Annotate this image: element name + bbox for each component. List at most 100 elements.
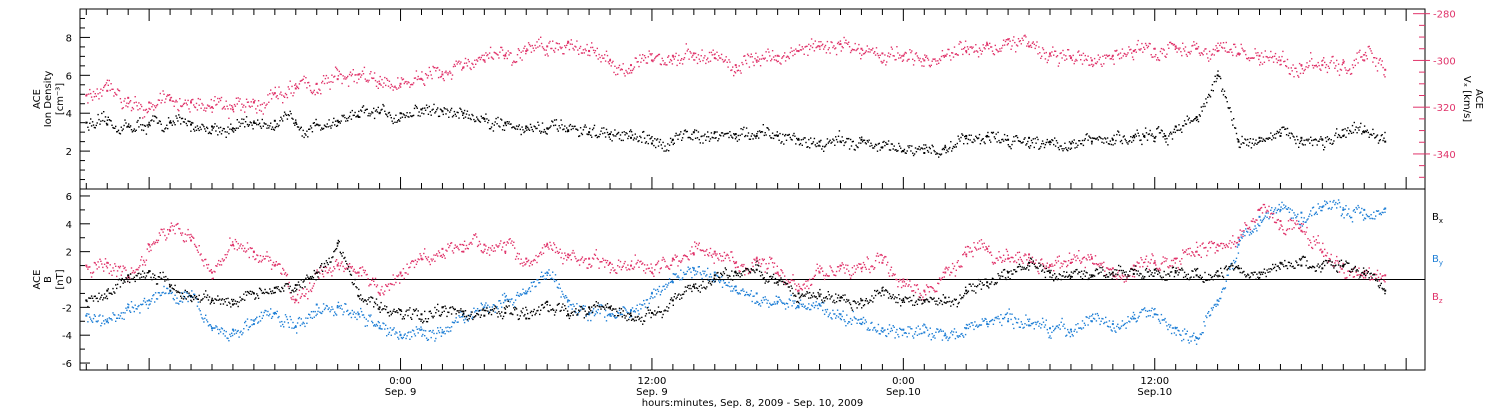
- velocity-vx-series-point: [648, 50, 650, 52]
- velocity-vx-series-point: [345, 78, 347, 80]
- velocity-vx-series-point: [582, 49, 585, 51]
- by-series-point: [1060, 321, 1062, 323]
- velocity-vx-series-point: [1245, 53, 1247, 56]
- by-series-point: [1337, 199, 1340, 201]
- ion-density-series-point: [1047, 141, 1049, 143]
- by-series-point: [376, 325, 379, 327]
- ion-density-series-point: [1122, 136, 1124, 138]
- velocity-vx-series-point: [1151, 56, 1153, 58]
- ion-density-series-point: [370, 113, 372, 115]
- velocity-vx-series-point: [190, 100, 192, 102]
- ion-density-series-point: [823, 150, 825, 152]
- ion-density-series-point: [775, 134, 777, 136]
- velocity-vx-series-point: [1159, 50, 1162, 53]
- ion-density-series-point: [444, 108, 446, 110]
- velocity-vx-series-point: [499, 51, 501, 53]
- velocity-vx-series-point: [166, 95, 168, 98]
- ion-density-series-point: [1163, 133, 1165, 135]
- by-series-point: [765, 298, 767, 301]
- velocity-vx-series-point: [850, 50, 853, 52]
- velocity-vx-series-point: [309, 89, 312, 92]
- ion-density-series-point: [772, 137, 775, 140]
- velocity-vx-series-point: [1031, 42, 1034, 44]
- velocity-vx-series-point: [497, 54, 499, 56]
- ion-density-series-point: [304, 133, 306, 135]
- by-series-point: [742, 288, 744, 290]
- by-series-point: [629, 316, 631, 318]
- velocity-vx-series-point: [841, 45, 843, 48]
- by-series-point: [1051, 331, 1053, 333]
- by-series-point: [1152, 316, 1154, 318]
- by-series-point: [1059, 328, 1061, 330]
- bz-series-point: [248, 256, 250, 259]
- ion-density-series-point: [795, 143, 797, 145]
- ion-density-series-point: [859, 137, 861, 139]
- ion-density-series-point: [916, 148, 919, 150]
- velocity-vx-series-point: [438, 69, 441, 71]
- velocity-vx-series-point: [310, 91, 313, 93]
- by-series-point: [196, 305, 199, 307]
- velocity-vx-series-point: [284, 92, 287, 95]
- velocity-vx-series-point: [906, 60, 908, 62]
- by-series-point: [129, 311, 132, 313]
- velocity-vx-series-point: [1195, 48, 1197, 50]
- by-series-point: [1022, 327, 1024, 329]
- by-series-point: [151, 298, 153, 300]
- velocity-vx-series-point: [1174, 45, 1177, 48]
- by-series-point: [1285, 208, 1288, 210]
- ion-density-series-point: [665, 150, 667, 152]
- by-series-point: [1116, 325, 1118, 328]
- by-series-point: [581, 306, 584, 309]
- velocity-vx-series-point: [195, 102, 198, 105]
- bz-series-point: [313, 282, 315, 285]
- ion-density-series-point: [199, 126, 201, 128]
- bz-series-point: [177, 222, 179, 225]
- by-series-point: [298, 316, 301, 319]
- velocity-vx-series-point: [234, 105, 237, 107]
- ion-density-series-point: [847, 138, 849, 140]
- by-series-point: [1144, 307, 1146, 309]
- by-series-point: [794, 300, 796, 302]
- by-series-point: [345, 303, 347, 305]
- by-series-point: [1132, 317, 1135, 320]
- velocity-vx-series-point: [475, 63, 477, 65]
- velocity-vx-series-point: [770, 60, 772, 62]
- velocity-vx-series-point: [450, 78, 453, 80]
- velocity-vx-series-point: [1364, 51, 1367, 54]
- by-series-point: [1382, 211, 1384, 214]
- velocity-vx-series-point: [471, 62, 473, 65]
- by-series-point: [1104, 321, 1106, 324]
- by-series-point: [821, 302, 823, 304]
- by-series-point: [174, 294, 176, 296]
- bz-series-point: [231, 241, 234, 243]
- by-series-point: [486, 306, 488, 308]
- by-series-point: [912, 335, 914, 337]
- by-series-point: [1146, 310, 1149, 312]
- by-series-point: [1340, 215, 1343, 217]
- velocity-vx-series-point: [334, 66, 337, 68]
- by-series-point: [574, 310, 576, 312]
- ion-density-series-point: [458, 117, 460, 119]
- by-series-point: [848, 321, 851, 323]
- bz-series-point: [296, 293, 299, 296]
- ion-density-series-point: [593, 124, 596, 127]
- velocity-vx-series-point: [1017, 38, 1020, 40]
- velocity-vx-series-point: [1232, 54, 1234, 57]
- bz-series: [85, 203, 1387, 304]
- bottom-y-tick-label: -6: [62, 359, 72, 370]
- by-series-point: [491, 306, 494, 308]
- ion-density-series-point: [928, 146, 931, 149]
- by-series-point: [1183, 328, 1186, 330]
- by-series-point: [833, 313, 835, 315]
- bz-series-point: [108, 272, 110, 275]
- ion-density-series-point: [1230, 111, 1232, 113]
- velocity-vx-series-point: [558, 43, 560, 45]
- velocity-vx-series-point: [585, 49, 587, 52]
- velocity-vx-series-point: [946, 53, 948, 55]
- by-series-point: [437, 330, 440, 332]
- velocity-vx-series-point: [924, 54, 926, 56]
- by-series-point: [615, 317, 617, 319]
- velocity-vx-series-point: [224, 108, 226, 110]
- velocity-vx-series-point: [395, 87, 397, 89]
- by-series-point: [1073, 330, 1075, 332]
